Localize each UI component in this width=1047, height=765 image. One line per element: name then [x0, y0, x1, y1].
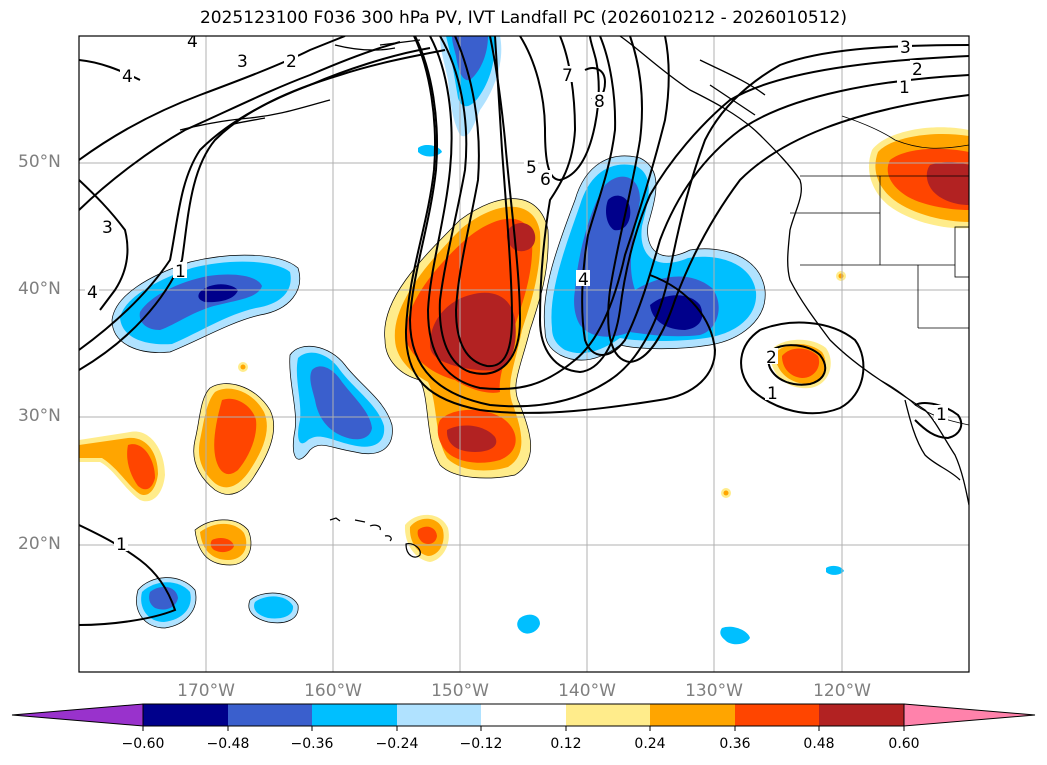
colorbar-tick-label: −0.12 [459, 736, 503, 752]
map-plot-area: 4 3 2 4 3 4 1 7 8 5 6 4 3 2 [79, 32, 969, 672]
figure-title: 2025123100 F036 300 hPa PV, IVT Landfall… [199, 8, 847, 28]
positive-anomaly-southwest [193, 383, 274, 495]
colorbar-cell [143, 704, 228, 726]
hawaiian-islands [329, 517, 421, 558]
contour-label: 4 [87, 283, 98, 303]
contour-label: 2 [912, 60, 923, 80]
colorbar-cell [735, 704, 819, 726]
lon-label-170w: 170°W [177, 681, 235, 701]
contour-label: 1 [767, 384, 778, 404]
colorbar-cell [566, 704, 650, 726]
colorbar-tick-label: 0.48 [803, 736, 835, 752]
contour-label: 4 [187, 32, 198, 52]
contour-label: 1 [936, 405, 947, 425]
lon-label-140w: 140°W [558, 681, 616, 701]
colorbar-cell [481, 704, 566, 726]
colorbar [11, 703, 1036, 731]
contour-label: 3 [900, 38, 911, 58]
colorbar-tick-label: −0.60 [121, 736, 165, 752]
positive-anomaly-central [384, 198, 549, 478]
contour-label: 1 [899, 78, 910, 98]
colorbar-extend-high [903, 703, 1036, 727]
contour-label: 5 [526, 158, 537, 178]
colorbar-cell [819, 704, 904, 726]
borders [790, 115, 969, 426]
colorbar-tick-label: 0.60 [888, 736, 920, 752]
contour-label: 3 [102, 218, 113, 238]
colorbar-extend-low [11, 703, 144, 727]
contour-label: 4 [578, 270, 589, 290]
contour-label: 2 [766, 348, 777, 368]
contour-label: 3 [237, 52, 248, 72]
lat-label-50n: 50°N [18, 152, 61, 172]
colorbar-tick-label: −0.36 [290, 736, 334, 752]
positive-anomaly-hawaii [404, 514, 449, 562]
anomaly-outlines [111, 155, 766, 629]
colorbar-cell [397, 704, 481, 726]
colorbar-cell [228, 704, 312, 726]
lon-label-160w: 160°W [304, 681, 362, 701]
contour-label: 4 [122, 67, 133, 87]
lat-label-30n: 30°N [18, 406, 61, 426]
lon-label-150w: 150°W [431, 681, 489, 701]
colorbar-tick-label: −0.24 [375, 736, 419, 752]
colorbar-cell [312, 704, 397, 726]
positive-anomaly-farwest [79, 431, 165, 502]
negative-anomaly-southwest [289, 346, 393, 460]
lat-label-40n: 40°N [18, 279, 61, 299]
contour-label: 1 [116, 535, 127, 555]
colorbar-tick-label: 0.24 [634, 736, 666, 752]
negative-anomaly-small [136, 145, 844, 645]
contour-label: 6 [540, 170, 551, 190]
colorbar-tick-label: 0.12 [550, 736, 582, 752]
contour-label: 1 [175, 262, 186, 282]
pv-contours [79, 36, 969, 626]
map-frame [78, 35, 970, 673]
lon-label-130w: 130°W [685, 681, 743, 701]
colorbar-cell [650, 704, 735, 726]
lat-label-20n: 20°N [18, 534, 61, 554]
contour-label: 7 [562, 66, 573, 86]
colorbar-tick-label: −0.48 [206, 736, 250, 752]
contour-label: 8 [594, 92, 605, 112]
colorbar-tick-label: 0.36 [719, 736, 751, 752]
positive-anomaly-south [195, 519, 251, 565]
contour-label: 2 [286, 52, 297, 72]
negative-anomaly-west [112, 255, 300, 353]
positive-anomaly-northeast [868, 127, 969, 229]
lon-label-120w: 120°W [813, 681, 871, 701]
contour-labels: 4 3 2 4 3 4 1 7 8 5 6 4 3 2 [85, 32, 948, 555]
